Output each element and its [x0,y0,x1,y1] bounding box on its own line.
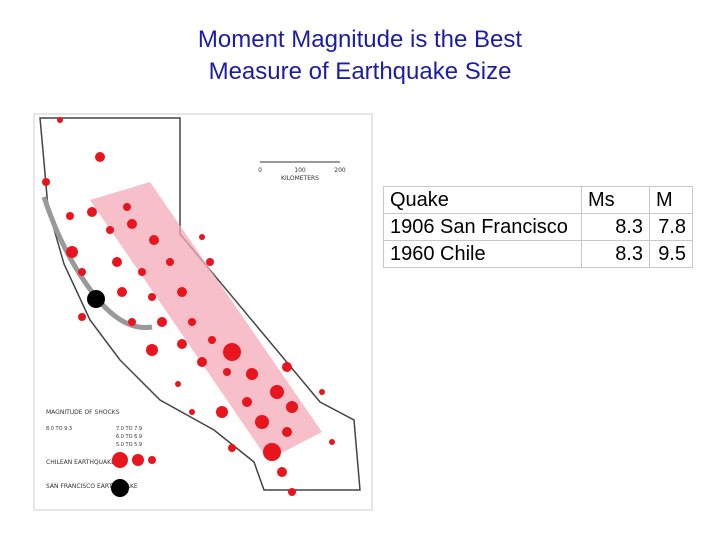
title-line: Moment Magnitude is the Best [197,26,523,53]
legend-label: SAN FRANCISCO EARTHQUAKE [46,483,138,490]
legend-label: CHILEAN EARTHQUAKE [46,459,115,466]
legend-title: MAGNITUDE OF SHOCKS [46,409,120,416]
quake-dot [57,117,63,123]
header-cell: M [649,186,693,214]
quake-dot [288,488,296,496]
quake-dot [78,313,86,321]
quake-dot [128,318,136,326]
quake-dot [157,317,167,327]
scale-unit: KILOMETERS [281,175,319,182]
quake-dot [146,344,158,356]
quake-dot [246,368,258,380]
quake-dot [263,443,281,461]
quake-dot [223,368,231,376]
quake-dot [127,219,137,229]
seismic-band [90,182,322,460]
legend-dot [132,454,144,466]
quake-dot [277,467,287,477]
quake-dot [123,203,131,211]
quake-dot [149,235,159,245]
quake-dot [228,444,236,452]
quake-dot [319,389,325,395]
scale-tick: 100 [294,167,306,174]
cell: 8.3 [581,240,650,268]
legend-dot [111,479,129,497]
quake-dot [199,234,205,240]
quake-dot [197,357,207,367]
legend-range: 7.0 TO 7.9 [116,426,142,432]
sf-quake-dot [87,290,105,308]
legend-range: 8.0 TO 9.3 [46,426,72,432]
quake-dot [188,318,196,326]
quake-dot [208,336,216,344]
quake-table: Quake Ms M 1906 San Francisco 8.3 7.8 19… [383,186,693,268]
quake-dots [42,117,335,496]
quake-dot [270,385,284,399]
quake-dot [112,257,122,267]
quake-dot [66,246,78,258]
legend-dot [148,456,156,464]
quake-dot [177,287,187,297]
quake-dot [286,401,298,413]
quake-dot [42,178,50,186]
table-header: Quake Ms M [383,186,693,214]
quake-dot [106,226,114,234]
quake-dot [175,381,181,387]
quake-dot [189,409,195,415]
quake-dot [78,268,86,276]
title-line: Measure of Earthquake Size [208,58,512,85]
quake-dot [138,268,146,276]
table-row: 1960 Chile 8.3 9.5 [383,240,693,268]
quake-dot [282,362,292,372]
cell: 1906 San Francisco [383,213,582,241]
legend-range: 6.0 TO 6.9 [116,434,142,440]
cell: 1960 Chile [383,240,582,268]
quake-dot [117,287,127,297]
table-row: 1906 San Francisco 8.3 7.8 [383,213,693,241]
quake-dot [177,339,187,349]
scale-tick: 0 [258,167,262,174]
quake-dot [148,293,156,301]
scale-tick: 200 [334,167,346,174]
legend-dot [112,452,128,468]
cell: 7.8 [649,213,693,241]
quake-dot [87,207,97,217]
cell: 8.3 [581,213,650,241]
quake-dot [95,152,105,162]
quake-dot [282,427,292,437]
quake-dot [216,406,228,418]
legend-range: 5.0 TO 5.9 [116,442,142,448]
quake-dot [66,212,74,220]
quake-dot [255,415,269,429]
cell: 9.5 [649,240,693,268]
quake-dot [223,343,241,361]
quake-dot [329,439,335,445]
quake-dot [242,397,252,407]
map: 0 100 200 KILOMETERS MAGNITUDE OF SHOCKS… [33,113,373,511]
header-cell: Ms [581,186,650,214]
header-cell: Quake [383,186,582,214]
quake-dot [166,258,174,266]
quake-dot [206,258,214,266]
